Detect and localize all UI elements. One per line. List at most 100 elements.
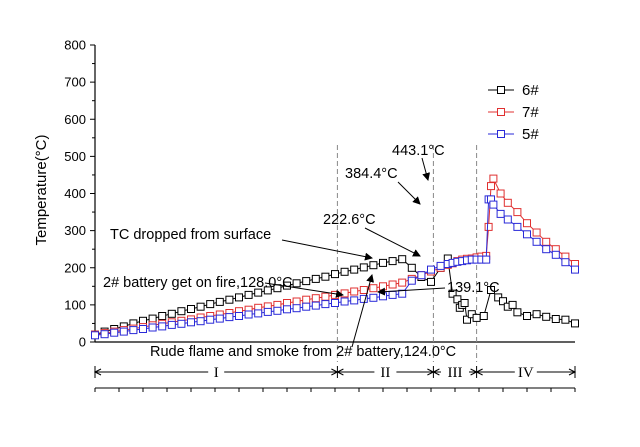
annotation-139-1: 139.1°C: [447, 280, 500, 296]
series-point: [489, 174, 498, 183]
series-point: [460, 299, 469, 307]
series-point: [350, 287, 359, 296]
chart-legend: 6# 7# 5#: [488, 82, 539, 143]
series-point: [379, 282, 387, 291]
series-point: [379, 258, 387, 267]
series-point: [551, 250, 560, 259]
bottom-axis: [94, 387, 576, 392]
series-point: [225, 313, 234, 322]
series-point: [427, 277, 435, 286]
series-point: [398, 278, 407, 287]
stage-label-bg: [208, 363, 225, 379]
series-point: [187, 305, 195, 313]
series-point: [292, 279, 301, 288]
series-point: [91, 331, 99, 340]
y-tick-label: 600: [64, 112, 86, 127]
stage-label: IV: [518, 365, 534, 381]
series-point: [215, 314, 224, 323]
series-point: [158, 312, 167, 320]
y-tick-label: 300: [64, 223, 86, 238]
series-point: [513, 208, 522, 217]
legend-label: 5#: [522, 126, 539, 143]
legend-marker: [497, 130, 505, 138]
series-point: [283, 305, 291, 314]
annotation-arrow: [377, 287, 446, 296]
series-point: [523, 219, 531, 228]
series-line: [94, 177, 576, 336]
series-point: [311, 274, 320, 283]
stage-arrow-left: [93, 368, 102, 376]
series-point: [532, 237, 541, 246]
series-point: [479, 312, 488, 320]
series-point: [542, 312, 551, 321]
series-point: [129, 326, 138, 335]
series-point: [561, 315, 570, 324]
stage-label: I: [214, 365, 219, 381]
series-point: [496, 209, 505, 218]
series-point: [487, 182, 495, 191]
series-point: [263, 307, 272, 316]
series-point: [388, 280, 397, 289]
y-tick-label: 800: [64, 38, 86, 53]
data-series: [91, 174, 579, 340]
series-point: [177, 319, 186, 328]
series-0: [91, 254, 579, 339]
annotation-arrow: [421, 157, 431, 181]
series-point: [273, 306, 282, 315]
series-point: [448, 289, 457, 298]
series-point: [523, 230, 531, 239]
series-point: [523, 312, 531, 320]
series-point: [100, 330, 109, 339]
series-point: [263, 286, 272, 295]
series-point: [513, 308, 522, 317]
series-point: [551, 315, 560, 323]
series-point: [244, 310, 253, 319]
series-point: [331, 299, 339, 307]
series-point: [187, 318, 195, 327]
stage-band: I II III IV: [93, 363, 577, 392]
series-point: [489, 200, 498, 209]
series-point: [407, 263, 416, 272]
series-point: [311, 294, 320, 303]
series-point: [254, 309, 263, 318]
series-point: [302, 302, 311, 311]
series-point: [359, 294, 368, 303]
series-point: [196, 317, 205, 326]
series-point: [379, 292, 387, 301]
series-point: [148, 323, 157, 332]
series-point: [167, 309, 176, 318]
series-point: [359, 263, 368, 272]
series-point: [206, 300, 215, 309]
series-point: [340, 267, 349, 276]
series-point: [472, 313, 481, 322]
y-tick-label: 400: [64, 186, 86, 201]
legend-label: 6#: [522, 82, 539, 99]
annotation-384-4: 384.4°C: [345, 166, 398, 182]
y-tick-label: 700: [64, 75, 86, 90]
stage-arrow-left: [336, 368, 344, 376]
annotation-222-6: 222.6°C: [323, 212, 376, 228]
series-point: [119, 327, 128, 336]
series-point: [254, 288, 263, 297]
series-point: [508, 300, 517, 309]
legend-marker: [497, 108, 505, 116]
stage-label: II: [380, 365, 390, 381]
legend-label: 7#: [522, 104, 539, 121]
y-tick-label: 0: [79, 335, 86, 350]
series-point: [496, 189, 505, 198]
chart-axes: 0 100 200 300 400 500 600 700 800: [64, 38, 575, 350]
series-point: [244, 290, 253, 299]
annotation-443-1: 443.1°C: [392, 143, 445, 159]
series-point: [148, 314, 157, 323]
series-point: [225, 295, 234, 304]
series-point: [487, 286, 495, 294]
series-point: [302, 295, 311, 304]
series-point: [311, 301, 320, 310]
series-point: [292, 304, 301, 313]
series-point: [499, 297, 507, 306]
series-point: [350, 265, 359, 274]
series-point: [398, 255, 407, 264]
stage-arrow-left: [432, 368, 440, 376]
series-point: [340, 297, 349, 306]
